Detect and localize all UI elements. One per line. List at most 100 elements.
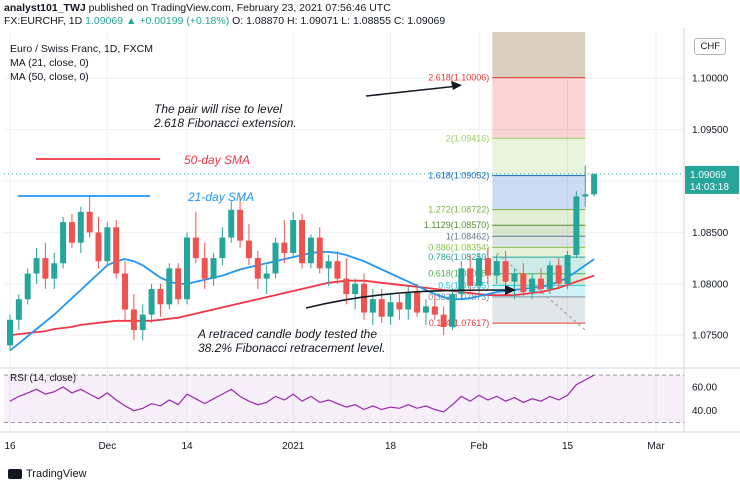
fib-zone — [492, 296, 586, 324]
time-tick-label: 16 — [4, 441, 16, 452]
candle-body — [493, 261, 500, 276]
symbol-line: FX:EURCHF, 1D 1.09069 ▲ +0.00199 (+0.18%… — [4, 15, 445, 27]
fib-zone — [492, 175, 586, 210]
legend-ma50[interactable]: MA (50, close, 0) — [10, 71, 89, 83]
countdown-label: 14:03:18 — [690, 182, 729, 193]
candle-body — [316, 237, 323, 269]
fib-zone — [492, 285, 586, 297]
candle-body — [396, 302, 403, 310]
candle-body — [122, 273, 129, 310]
brand-name: TradingView — [26, 468, 87, 480]
candle-body — [51, 263, 58, 279]
fib-level-label: 0.786(1.08259) — [428, 252, 489, 262]
symbol: FX:EURCHF, 1D — [4, 15, 83, 27]
candle-body — [387, 302, 394, 317]
time-tick-label: Mar — [647, 441, 665, 452]
candle-body — [42, 258, 49, 279]
price-axis[interactable]: 1.100001.095001.090001.085001.080001.075… — [4, 28, 739, 432]
candle-body — [139, 314, 146, 331]
price-tick-label: 1.10000 — [692, 74, 729, 85]
current-price-badge — [685, 165, 739, 194]
price-tick-label: 1.09500 — [692, 125, 729, 136]
price-tick-label: 1.08000 — [692, 279, 729, 290]
candle-body — [166, 268, 173, 305]
currency-badge[interactable]: CHF — [694, 38, 726, 55]
fib-zone — [492, 225, 586, 237]
legend-ma21[interactable]: MA (21, close, 0) — [10, 57, 89, 69]
candle-body — [68, 222, 75, 243]
fib-level-label: 1.1129(1.08570) — [424, 220, 489, 230]
candle-body — [405, 292, 412, 310]
fib-zone — [492, 138, 586, 176]
fib-zone — [492, 77, 586, 139]
candle-body — [228, 209, 235, 238]
time-axis[interactable]: 16 Dec 14 2021 18 Feb 15 Mar — [0, 431, 740, 452]
fib-level-label: 1(1.08462) — [446, 231, 490, 241]
fib-level-label: 0.114(1.07617) — [429, 318, 489, 328]
candle-body — [564, 255, 571, 284]
tradingview-logo-icon — [8, 469, 22, 479]
candle-body — [201, 258, 208, 279]
time-tick-label: Dec — [98, 441, 116, 452]
ma50-path — [9, 274, 595, 337]
candle-body — [192, 237, 199, 259]
candle-body — [148, 288, 155, 315]
publish-header: analyst101_TWJ published on TradingView.… — [0, 0, 740, 28]
time-tick-label: 2021 — [282, 441, 305, 452]
candle-body — [352, 283, 359, 295]
fib-level-label: 1.618(1.09052) — [428, 171, 489, 181]
candle-body — [272, 242, 279, 274]
candle-body — [157, 288, 164, 305]
time-tick-label: 14 — [181, 441, 193, 452]
fib-level-label: 2(1.09416) — [446, 133, 490, 143]
candle-body — [369, 299, 376, 313]
time-tick-label: 18 — [385, 441, 397, 452]
candle-body — [511, 273, 518, 282]
candle-body — [60, 222, 67, 264]
price-chart-svg[interactable]: 2.618(1.10006) 2(1.09416) 1.618(1.09052) 1.… — [0, 28, 740, 460]
fib-level-label: 0.382(1.07873) — [428, 292, 489, 302]
author-name[interactable]: analyst101_TWJ — [4, 2, 86, 14]
ma50-line — [9, 274, 595, 337]
fib-trend-line — [496, 252, 586, 331]
rsi-tick-label: 40.00 — [692, 406, 717, 417]
fib-zone-top — [492, 32, 586, 78]
candle-body — [86, 211, 93, 233]
candle-body — [104, 227, 111, 262]
price-tick-label: 1.07500 — [692, 331, 729, 342]
candle-body — [440, 314, 447, 327]
published-text: published on TradingView.com, February 2… — [88, 2, 391, 14]
arrow-rise-line — [365, 85, 459, 97]
candle-body — [582, 194, 589, 197]
ohlc-values: O: 1.08870 H: 1.09071 L: 1.08855 C: 1.09… — [232, 15, 446, 27]
candle-body — [422, 306, 429, 313]
fib-level-label: 0.886(1.08354) — [428, 242, 489, 252]
candle-body — [299, 220, 306, 264]
candle-body — [476, 258, 483, 286]
candle-body — [529, 278, 536, 293]
candle-body — [502, 261, 509, 282]
rsi-pane: RSI (14, close) 60.00 40.00 — [4, 373, 717, 424]
candle-body — [77, 211, 84, 243]
rsi-band — [4, 375, 684, 423]
annotation-rise-line1: The pair will rise to level — [154, 102, 282, 116]
candle-body — [245, 240, 252, 259]
arrow-retrace-head — [505, 285, 516, 295]
candle-body — [175, 268, 182, 300]
candle-body — [484, 258, 491, 276]
annotation-retrace-line2: 38.2% Fibonacci retracement level. — [198, 341, 385, 355]
grid-lines — [0, 32, 740, 432]
candle-body — [343, 278, 350, 295]
chart-area[interactable]: 2.618(1.10006) 2(1.09416) 1.618(1.09052) 1.… — [0, 28, 740, 460]
candle-body — [290, 220, 297, 253]
legend-title: Euro / Swiss Franc, 1D, FXCM — [10, 43, 153, 55]
candle-body — [254, 258, 261, 279]
tradingview-logo[interactable]: TradingView — [8, 468, 87, 480]
candle-body — [573, 196, 580, 256]
candle-body — [7, 319, 13, 346]
chart-legend: Euro / Swiss Franc, 1D, FXCM MA (21, clo… — [10, 42, 153, 84]
arrow-retrace-line — [305, 289, 511, 309]
footer: TradingView — [0, 462, 740, 488]
fib-zone — [492, 247, 586, 258]
